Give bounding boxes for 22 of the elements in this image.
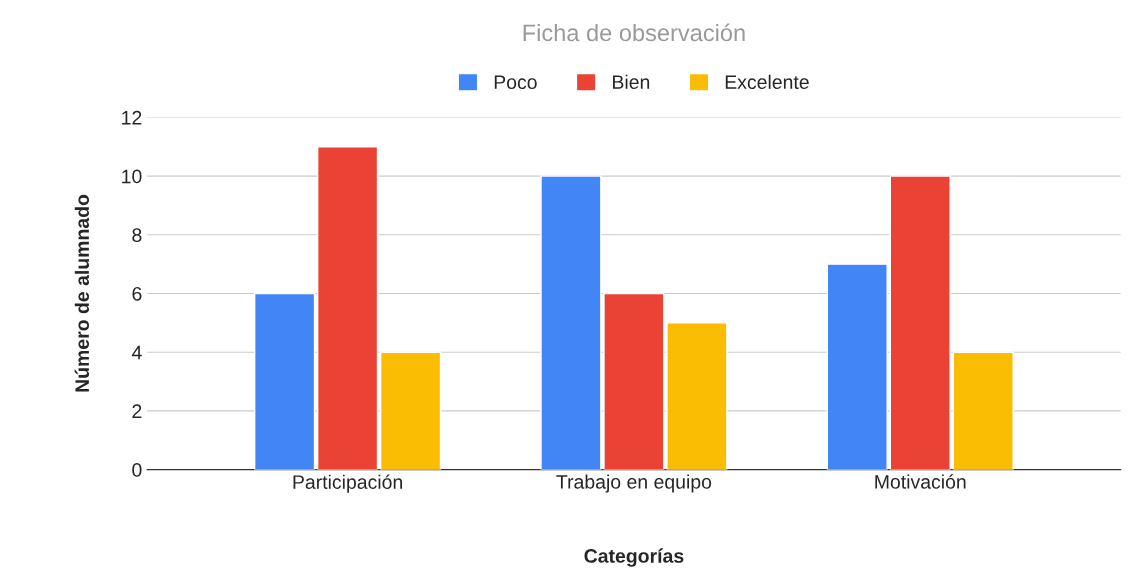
legend-label: Poco (494, 75, 537, 90)
bar (316, 146, 379, 470)
x-axis-title: Categorías (584, 548, 684, 567)
legend-label: Bien (613, 74, 650, 90)
bar (826, 263, 888, 470)
bar (952, 351, 1014, 470)
chart-title: Ficha de observación (523, 23, 745, 42)
y-tick-label: 0 (132, 463, 142, 477)
y-tick-label: 12 (122, 110, 142, 125)
y-tick-label: 2 (132, 404, 142, 418)
x-tick-label: Trabajo en equipo (556, 474, 712, 493)
y-tick-label: 8 (132, 228, 142, 243)
x-tick-label: Motivación (875, 474, 966, 489)
y-tick-label: 6 (132, 286, 142, 301)
bar (889, 175, 951, 470)
x-tick-label: Participación (293, 474, 402, 493)
y-tick-label: 4 (131, 345, 142, 360)
y-tick-label: 10 (122, 169, 142, 184)
legend-label: Excelente (725, 74, 809, 90)
bar (379, 351, 442, 470)
bar (253, 292, 316, 470)
y-axis-title: Número de alumnado (74, 194, 90, 392)
